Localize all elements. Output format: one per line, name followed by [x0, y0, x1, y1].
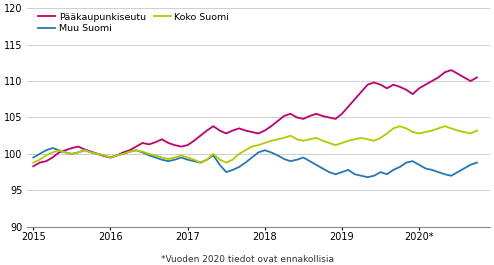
Pääkaupunkiseutu [410, 92, 415, 96]
Koko Suomi [165, 157, 171, 161]
Line: Koko Suomi: Koko Suomi [33, 126, 477, 163]
Muu Suomi [422, 167, 428, 170]
Muu Suomi [49, 147, 55, 150]
Muu Suomi [223, 170, 229, 174]
Pääkaupunkiseutu [448, 68, 454, 72]
Koko Suomi [133, 149, 139, 152]
Pääkaupunkiseutu [403, 88, 409, 91]
Koko Suomi [88, 151, 94, 154]
Pääkaupunkiseutu [275, 120, 281, 123]
Pääkaupunkiseutu [165, 141, 171, 144]
Text: *Vuoden 2020 tiedot ovat ennakollisia: *Vuoden 2020 tiedot ovat ennakollisia [161, 255, 333, 264]
Koko Suomi [397, 125, 403, 128]
Line: Pääkaupunkiseutu: Pääkaupunkiseutu [33, 70, 477, 166]
Muu Suomi [140, 151, 146, 154]
Muu Suomi [281, 157, 287, 161]
Pääkaupunkiseutu [474, 76, 480, 79]
Muu Suomi [365, 176, 370, 179]
Muu Suomi [172, 158, 178, 161]
Legend: Pääkaupunkiseutu, Muu Suomi, Koko Suomi: Pääkaupunkiseutu, Muu Suomi, Koko Suomi [36, 11, 231, 35]
Koko Suomi [474, 129, 480, 132]
Muu Suomi [30, 156, 36, 159]
Line: Muu Suomi: Muu Suomi [33, 148, 477, 177]
Koko Suomi [416, 132, 422, 135]
Pääkaupunkiseutu [88, 150, 94, 153]
Koko Suomi [410, 130, 415, 134]
Koko Suomi [30, 161, 36, 164]
Pääkaupunkiseutu [133, 145, 139, 148]
Pääkaupunkiseutu [30, 165, 36, 168]
Muu Suomi [474, 161, 480, 164]
Koko Suomi [275, 138, 281, 141]
Muu Suomi [95, 152, 101, 156]
